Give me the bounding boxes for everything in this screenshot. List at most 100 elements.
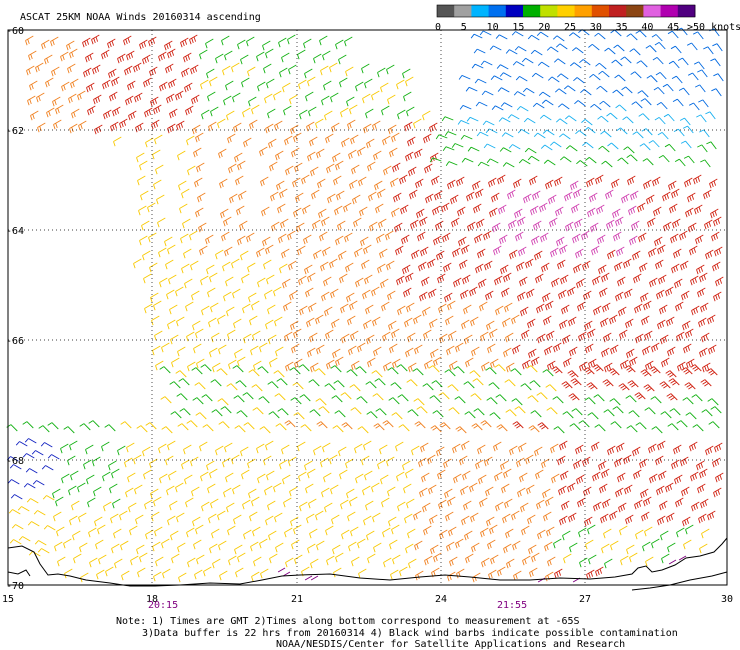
wind-barb [545,179,554,190]
wind-barb [498,204,507,215]
wind-barb [307,272,316,283]
wind-barb [615,104,627,112]
wind-barb [327,193,336,204]
wind-barb [493,441,502,452]
wind-barb [156,194,165,205]
wind-barb [61,473,70,484]
wind-barb [677,57,689,66]
wind-barb [512,61,525,67]
wind-barb [707,510,716,521]
wind-barb [268,138,277,149]
wind-barb [548,194,557,205]
wind-barb [700,498,709,509]
wind-barb [429,122,438,133]
wind-barb [200,275,209,286]
wind-barb [595,62,607,70]
wind-barb [316,421,328,429]
wind-barb [37,122,46,133]
wind-barb [159,473,168,484]
wind-barb [234,152,243,163]
wind-barb [644,407,656,415]
wind-barb [117,53,126,64]
wind-barb [694,204,703,215]
wind-barb [503,272,512,283]
wind-barb [632,131,644,139]
wind-barb [211,409,223,417]
wind-barb [461,157,474,163]
wind-barb [697,483,706,494]
wind-barb [494,364,506,372]
wind-barb [699,272,708,283]
wind-barb [555,206,564,217]
wind-barb [633,469,642,480]
wind-barb [26,65,35,76]
wind-barb [312,219,321,230]
wind-barb [658,274,667,285]
wind-barb [241,77,250,88]
wind-barb [256,443,265,454]
wind-barb [390,569,399,580]
wind-barb [139,39,148,50]
wind-barb [575,444,584,455]
wind-barb [444,131,457,137]
wind-barb [46,107,55,118]
wind-barb [167,244,176,255]
wind-barb [202,424,214,432]
wind-barb [611,59,623,67]
wind-barb [521,329,530,340]
wind-barb [673,444,682,455]
wind-barb [82,37,91,48]
wind-barb [563,357,572,368]
wind-barb [83,67,92,78]
wind-barb [309,136,318,147]
wind-barb [455,538,464,549]
wind-barb [207,287,216,298]
wind-barb [63,426,75,434]
wind-barb [167,515,176,526]
wind-barb [502,162,515,168]
wind-barb [674,158,686,167]
wind-barb [620,56,632,64]
wind-barb [237,39,246,50]
wind-barb [304,264,313,275]
wind-barb [598,460,607,471]
wind-barb [678,87,690,96]
wind-barb [616,246,625,257]
wind-barb [530,49,543,56]
wind-barb [198,222,207,233]
wind-barb [556,236,565,247]
wind-barb [577,497,586,508]
wind-barb [696,460,705,471]
wind-barb [490,358,499,369]
wind-barb [710,208,719,219]
colorbar-swatch [643,5,661,17]
wind-barb [199,441,208,452]
wind-barb [53,119,62,130]
wind-barb [394,222,403,233]
wind-barb [228,359,237,370]
wind-barb [554,568,563,579]
wind-barb [629,48,641,56]
wind-barb [455,426,467,434]
wind-barb [305,483,314,494]
wind-barb [164,40,173,51]
wind-barb [530,410,542,418]
wind-barb [169,381,181,389]
wind-barb [422,502,431,513]
wind-barb [282,571,291,577]
wind-barb [640,488,649,499]
wind-barb [206,460,215,471]
wind-barb [343,202,352,213]
wind-barb [667,542,676,553]
wind-barb [211,528,220,539]
wind-barb [545,384,557,392]
coastline-layer [7,537,728,591]
wind-barb [324,306,333,317]
wind-barb [511,31,524,37]
wind-barb [144,499,153,510]
latitude-labels: -60-62-64-66-68-70 [6,26,24,592]
wind-barb [423,525,432,536]
wind-barb [289,486,298,497]
wind-barb [274,316,283,327]
wind-barb [27,95,36,106]
